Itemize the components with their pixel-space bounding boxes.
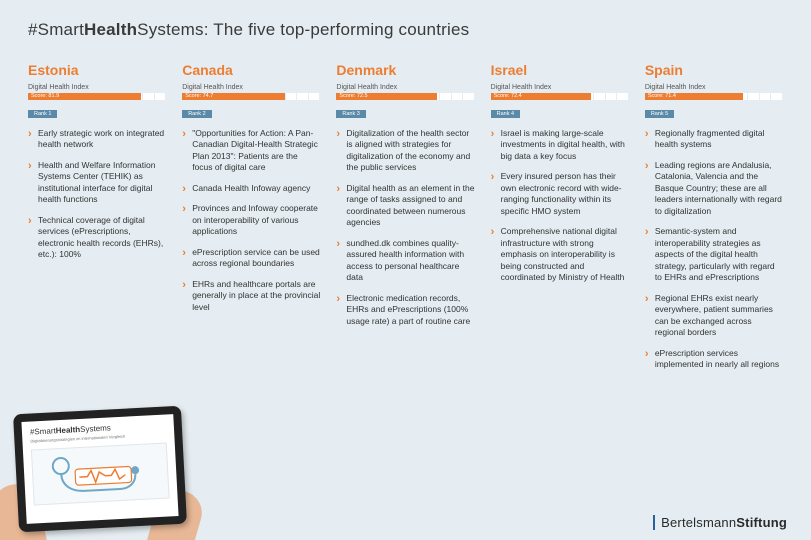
bullet-point: Digitalization of the health sector is a… — [336, 128, 474, 174]
bullet-list: Regionally fragmented digital health sys… — [645, 128, 783, 370]
footer-logo: BertelsmannStiftung — [653, 515, 787, 530]
title-smart: Smart — [38, 20, 84, 39]
bullet-point: Early strategic work on integrated healt… — [28, 128, 166, 151]
score-label: Score: 74.7 — [185, 93, 213, 100]
bullet-point: Provinces and Infoway cooperate on inter… — [182, 203, 320, 237]
score-bar-bg: Score: 71.4 — [645, 93, 783, 100]
bullet-point: Electronic medication records, EHRs and … — [336, 293, 474, 327]
bullet-point: Digital health as an element in the rang… — [336, 183, 474, 229]
dhi-label: Digital Health Index — [336, 84, 474, 91]
country-columns: Estonia Digital Health Index Score: 81.9 Ra… — [28, 62, 783, 379]
bullet-point: Israel is making large-scale investments… — [491, 128, 629, 162]
country-column: Canada Digital Health Index Score: 74.7 Ran… — [182, 62, 320, 379]
score-bar: Score: 74.7 — [182, 93, 320, 100]
bullet-point: Every insured person has their own elect… — [491, 171, 629, 217]
page-title: #SmartHealthSystems: The five top-perfor… — [28, 20, 783, 40]
score-label: Score: 71.4 — [648, 93, 676, 100]
footer-part2: Stiftung — [736, 515, 787, 530]
rank-badge: Rank 2 — [182, 110, 211, 118]
country-name: Spain — [645, 62, 783, 78]
title-health: Health — [84, 20, 137, 39]
country-name: Estonia — [28, 62, 166, 78]
score-bar: Score: 81.9 — [28, 93, 166, 100]
score-label: Score: 72.5 — [339, 93, 367, 100]
bullet-point: Health and Welfare Information Systems C… — [28, 160, 166, 206]
tablet-illustration — [31, 442, 170, 505]
bullet-point: ePrescription service can be used across… — [182, 247, 320, 270]
stethoscope-icon — [34, 447, 166, 502]
bullet-point: Technical coverage of digital services (… — [28, 215, 166, 261]
bullet-point: Leading regions are Andalusia, Catalonia… — [645, 160, 783, 217]
bullet-point: ePrescription services implemented in ne… — [645, 348, 783, 371]
country-column: Estonia Digital Health Index Score: 81.9 Ra… — [28, 62, 166, 379]
country-column: Denmark Digital Health Index Score: 72.5 Ra… — [336, 62, 474, 379]
rank-badge: Rank 4 — [491, 110, 520, 118]
rank-badge: Rank 5 — [645, 110, 674, 118]
rank-badge: Rank 3 — [336, 110, 365, 118]
bullet-list: Early strategic work on integrated healt… — [28, 128, 166, 261]
rank-badge: Rank 1 — [28, 110, 57, 118]
title-hash: # — [28, 20, 38, 39]
score-bar: Score: 71.4 — [645, 93, 783, 100]
score-bar-bg: Score: 72.4 — [491, 93, 629, 100]
title-systems: Systems — [137, 20, 204, 39]
tablet-title-health: Health — [55, 425, 80, 435]
tablet-screen: #SmartHealthSystems Digitalisierungsstra… — [21, 414, 178, 524]
bullet-point: Regional EHRs exist nearly everywhere, p… — [645, 293, 783, 339]
bullet-list: Digitalization of the health sector is a… — [336, 128, 474, 327]
score-bar-bg: Score: 81.9 — [28, 93, 166, 100]
score-label: Score: 72.4 — [494, 93, 522, 100]
dhi-label: Digital Health Index — [28, 84, 166, 91]
footer-part1: Bertelsmann — [661, 515, 736, 530]
bullet-point: EHRs and healthcare portals are generall… — [182, 279, 320, 313]
score-label: Score: 81.9 — [31, 93, 59, 100]
bullet-point: Semantic-system and interoperability str… — [645, 226, 783, 283]
tablet-title-smart: #Smart — [30, 426, 56, 436]
score-bar: Score: 72.5 — [336, 93, 474, 100]
bullet-point: Canada Health Infoway agency — [182, 183, 320, 194]
bullet-point: "Opportunities for Action: A Pan-Canadia… — [182, 128, 320, 174]
score-bar-bg: Score: 74.7 — [182, 93, 320, 100]
score-bar: Score: 72.4 — [491, 93, 629, 100]
infographic-page: #SmartHealthSystems: The five top-perfor… — [0, 0, 811, 540]
score-bar-bg: Score: 72.5 — [336, 93, 474, 100]
bullet-point: Comprehensive national digital infrastru… — [491, 226, 629, 283]
dhi-label: Digital Health Index — [645, 84, 783, 91]
country-column: Israel Digital Health Index Score: 72.4 Ran… — [491, 62, 629, 379]
dhi-label: Digital Health Index — [182, 84, 320, 91]
title-rest: : The five top-performing countries — [204, 20, 470, 39]
bullet-point: sundhed.dk combines quality-assured heal… — [336, 238, 474, 284]
country-name: Denmark — [336, 62, 474, 78]
hands-holding-tablet: #SmartHealthSystems Digitalisierungsstra… — [0, 391, 204, 540]
bullet-list: Israel is making large-scale investments… — [491, 128, 629, 284]
country-column: Spain Digital Health Index Score: 71.4 Rank… — [645, 62, 783, 379]
tablet-device: #SmartHealthSystems Digitalisierungsstra… — [13, 406, 187, 533]
dhi-label: Digital Health Index — [491, 84, 629, 91]
tablet-title-systems: Systems — [80, 423, 111, 434]
country-name: Israel — [491, 62, 629, 78]
bullet-list: "Opportunities for Action: A Pan-Canadia… — [182, 128, 320, 313]
bullet-point: Regionally fragmented digital health sys… — [645, 128, 783, 151]
country-name: Canada — [182, 62, 320, 78]
